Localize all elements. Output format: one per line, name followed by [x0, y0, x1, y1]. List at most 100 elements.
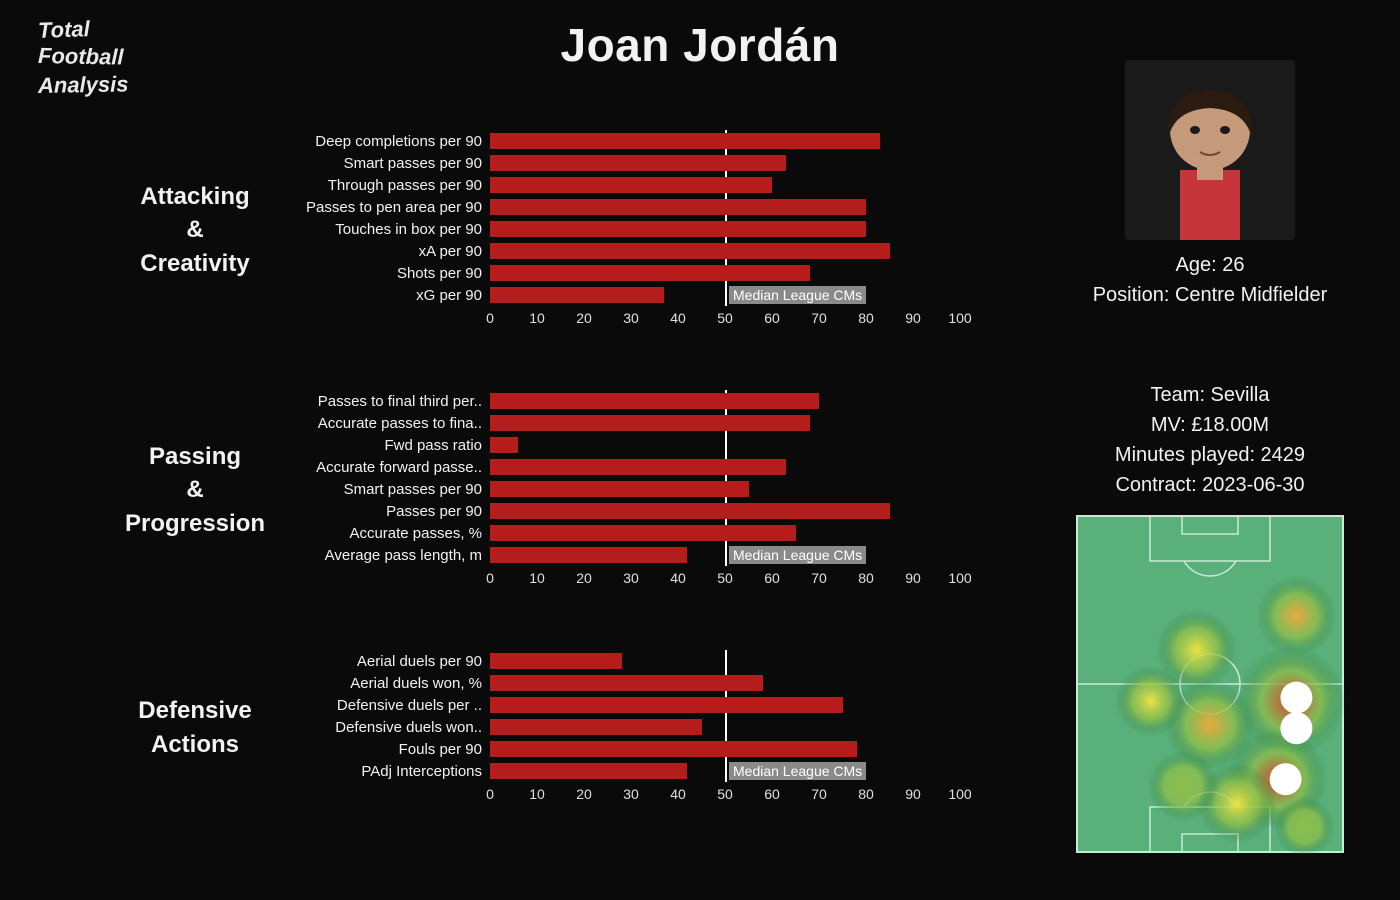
bar-track — [490, 133, 960, 149]
bar-fill — [490, 437, 518, 453]
axis-tick: 80 — [858, 310, 874, 326]
bar-track — [490, 763, 960, 779]
chart-area: Median League CMsDeep completions per 90… — [280, 130, 960, 330]
bar-track — [490, 675, 960, 691]
bar-track — [490, 653, 960, 669]
axis-tick: 50 — [717, 786, 733, 802]
metric-label: Defensive duels won.. — [280, 719, 490, 736]
metric-label: Aerial duels per 90 — [280, 653, 490, 670]
bar-track — [490, 393, 960, 409]
bar-fill — [490, 653, 622, 669]
metric-row: Aerial duels per 90 — [280, 650, 960, 672]
bar-track — [490, 155, 960, 171]
axis-tick: 10 — [529, 310, 545, 326]
axis-tick: 0 — [486, 786, 494, 802]
axis-tick: 40 — [670, 786, 686, 802]
bar-fill — [490, 459, 786, 475]
metric-row: Deep completions per 90 — [280, 130, 960, 152]
bar-fill — [490, 719, 702, 735]
chart-section-title: Attacking&Creativity — [120, 180, 280, 281]
bar-fill — [490, 155, 786, 171]
metric-label: Passes to pen area per 90 — [280, 199, 490, 216]
bar-fill — [490, 265, 810, 281]
bar-fill — [490, 287, 664, 303]
metric-label: Passes to final third per.. — [280, 393, 490, 410]
metric-label: Average pass length, m — [280, 547, 490, 564]
x-axis: 0102030405060708090100 — [490, 786, 960, 806]
team-info-block: Team: Sevilla MV: £18.00M Minutes played… — [1060, 380, 1360, 854]
metric-label: Through passes per 90 — [280, 177, 490, 194]
axis-tick: 70 — [811, 310, 827, 326]
metric-label: Shots per 90 — [280, 265, 490, 282]
player-age: Age: 26 — [1060, 250, 1360, 280]
bar-fill — [490, 741, 857, 757]
axis-tick: 90 — [905, 310, 921, 326]
bar-track — [490, 525, 960, 541]
metric-label: Accurate forward passe.. — [280, 459, 490, 476]
bar-fill — [490, 221, 866, 237]
bar-fill — [490, 503, 890, 519]
axis-tick: 30 — [623, 786, 639, 802]
bar-track — [490, 741, 960, 757]
bar-track — [490, 221, 960, 237]
axis-tick: 100 — [948, 310, 971, 326]
bar-track — [490, 459, 960, 475]
bar-track — [490, 503, 960, 519]
metric-label: Smart passes per 90 — [280, 481, 490, 498]
metric-row: Average pass length, m — [280, 544, 960, 566]
metric-row: Passes to final third per.. — [280, 390, 960, 412]
metric-label: PAdj Interceptions — [280, 763, 490, 780]
bar-fill — [490, 481, 749, 497]
chart-area: Median League CMsPasses to final third p… — [280, 390, 960, 590]
metric-row: xA per 90 — [280, 240, 960, 262]
logo-line: Analysis — [38, 73, 148, 97]
axis-tick: 0 — [486, 310, 494, 326]
metric-label: xG per 90 — [280, 287, 490, 304]
axis-tick: 20 — [576, 786, 592, 802]
contract-date: Contract: 2023-06-30 — [1060, 470, 1360, 500]
chart-section-title: Passing&Progression — [120, 440, 280, 541]
bar-fill — [490, 675, 763, 691]
chart-section-title: DefensiveActions — [120, 694, 280, 761]
axis-tick: 100 — [948, 786, 971, 802]
chart-area: Median League CMsAerial duels per 90Aeri… — [280, 650, 960, 806]
chart-block: Passing&ProgressionMedian League CMsPass… — [120, 390, 960, 590]
axis-tick: 100 — [948, 570, 971, 586]
metric-row: Passes to pen area per 90 — [280, 196, 960, 218]
metric-row: Defensive duels per .. — [280, 694, 960, 716]
chart-block: Attacking&CreativityMedian League CMsDee… — [120, 130, 960, 330]
metric-row: xG per 90 — [280, 284, 960, 306]
metric-label: Deep completions per 90 — [280, 133, 490, 150]
metric-label: Defensive duels per .. — [280, 697, 490, 714]
bar-fill — [490, 697, 843, 713]
metric-row: Accurate forward passe.. — [280, 456, 960, 478]
bar-track — [490, 415, 960, 431]
position-heatmap — [1075, 514, 1345, 854]
metric-row: Shots per 90 — [280, 262, 960, 284]
metric-label: Passes per 90 — [280, 503, 490, 520]
metric-row: Aerial duels won, % — [280, 672, 960, 694]
metric-label: xA per 90 — [280, 243, 490, 260]
chart-block: DefensiveActionsMedian League CMsAerial … — [120, 650, 960, 806]
player-portrait — [1125, 60, 1295, 240]
x-axis: 0102030405060708090100 — [490, 310, 960, 330]
metric-label: Fouls per 90 — [280, 741, 490, 758]
bar-track — [490, 199, 960, 215]
metric-label: Touches in box per 90 — [280, 221, 490, 238]
bar-track — [490, 697, 960, 713]
axis-tick: 90 — [905, 570, 921, 586]
axis-tick: 0 — [486, 570, 494, 586]
bar-track — [490, 547, 960, 563]
axis-tick: 70 — [811, 570, 827, 586]
metric-row: PAdj Interceptions — [280, 760, 960, 782]
metric-row: Fwd pass ratio — [280, 434, 960, 456]
bar-track — [490, 481, 960, 497]
metric-label: Fwd pass ratio — [280, 437, 490, 454]
bar-track — [490, 437, 960, 453]
bar-fill — [490, 243, 890, 259]
axis-tick: 80 — [858, 786, 874, 802]
axis-tick: 50 — [717, 310, 733, 326]
x-axis: 0102030405060708090100 — [490, 570, 960, 590]
team-name: Team: Sevilla — [1060, 380, 1360, 410]
axis-tick: 60 — [764, 310, 780, 326]
